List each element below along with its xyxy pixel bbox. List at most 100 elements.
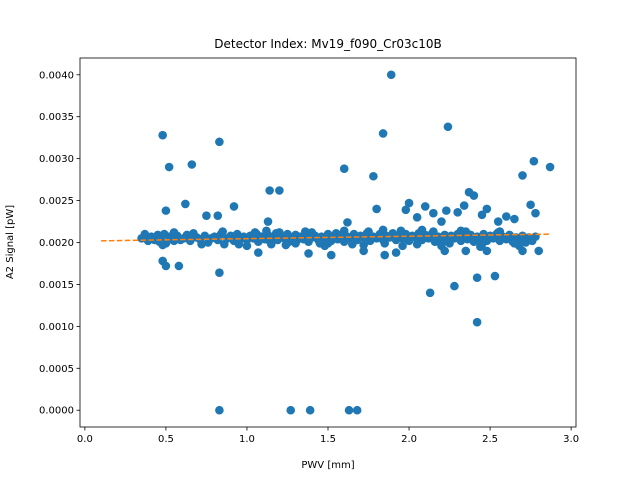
data-point [140,229,150,239]
data-point [518,246,527,256]
data-point [380,239,390,248]
data-point [391,248,401,257]
y-tick-label: 0.0015 [39,280,74,291]
data-point [440,246,450,256]
data-point [281,240,291,250]
data-point [161,261,171,271]
data-point [275,228,284,237]
data-point [526,200,535,210]
data-point [482,246,492,256]
data-point [266,239,276,249]
x-tick-label: 2.0 [401,434,417,445]
y-tick-label: 0.0025 [39,196,74,207]
fit-layer [101,233,551,242]
data-point [331,228,341,238]
x-tick-label: 0.5 [158,434,174,445]
data-point [215,137,224,147]
data-point [197,239,206,249]
x-tick-label: 2.5 [482,434,498,445]
data-point [378,129,388,138]
data-point [185,236,195,246]
data-point [412,239,422,249]
data-point [386,70,396,80]
data-point [344,405,354,415]
data-point [443,122,453,132]
data-point [343,218,352,227]
data-point [181,199,190,209]
data-point [420,202,430,211]
x-axis-label: PWV [mm] [301,460,354,471]
data-point [472,273,482,283]
y-axis-label: A2 Signal [pW] [5,205,16,279]
data-point [482,204,492,214]
data-point [304,249,313,258]
data-point [429,208,438,218]
y-tick-label: 0.0010 [39,322,74,333]
data-point [215,405,224,415]
y-tick-label: 0.0005 [39,364,74,375]
data-point [477,239,487,249]
data-point [307,228,317,237]
data-point [305,405,315,415]
y-tick-label: 0.0000 [39,406,74,417]
data-point [364,227,373,236]
data-point [215,268,224,277]
data-point [477,210,487,220]
data-point [286,405,296,415]
data-point [453,208,462,217]
data-point [442,206,451,215]
data-point [450,281,459,291]
data-point [187,160,197,169]
y-tick-label: 0.0035 [39,112,74,123]
data-point [472,317,482,327]
data-point [359,246,368,256]
points-layer [137,70,555,415]
data-point [380,250,390,260]
data-point [301,227,310,236]
data-point [412,213,422,222]
data-point [263,217,273,226]
data-point [323,239,333,248]
data-point [493,217,503,226]
data-point [417,225,427,235]
data-point [200,231,210,241]
data-point [531,208,540,218]
data-point [202,211,211,220]
data-point [253,248,263,257]
data-point [398,241,407,251]
data-point [529,156,539,166]
data-point [250,228,260,237]
data-point [372,204,381,214]
data-point [534,246,544,256]
data-point [510,239,519,248]
data-point [401,205,411,215]
data-point [291,239,300,248]
data-point [275,186,284,195]
chart-title: Detector Index: Mv19_f090_Cr03c10B [214,37,442,51]
data-point [164,162,174,172]
data-point [234,239,244,249]
data-point [242,241,252,251]
data-point [326,250,336,260]
data-point [388,228,398,238]
data-point [469,191,479,200]
x-axis: 0.0 0.5 1.0 1.5 2.0 2.5 3.0 [77,427,579,445]
data-point [429,227,438,236]
y-tick-label: 0.0020 [39,238,74,249]
x-tick-label: 1.0 [239,434,255,445]
data-point [262,226,271,236]
data-point [502,212,511,221]
data-point [218,227,227,236]
data-point [161,206,171,215]
y-tick-label: 0.0030 [39,154,74,165]
data-point [352,405,362,415]
data-point [315,239,325,248]
data-point [323,229,333,239]
data-point [510,214,519,224]
data-point [545,162,555,172]
data-point [518,231,527,241]
data-point [369,171,378,181]
data-point [479,229,488,239]
data-point [158,130,167,140]
